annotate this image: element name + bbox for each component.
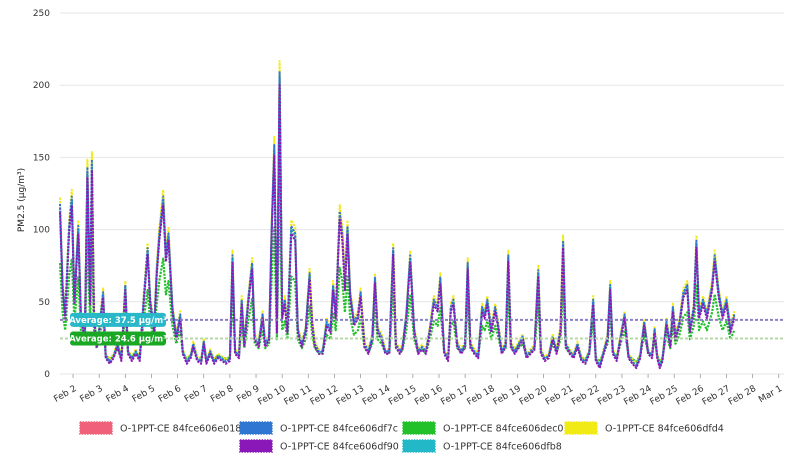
x-tick-label: Feb 20 [518, 384, 549, 408]
x-tick-label: Feb 14 [361, 384, 392, 408]
x-tick-label: Feb 27 [701, 384, 732, 408]
legend[interactable]: O-1PPT-CE 84fce606e018 O-1PPT-CE 84fce606… [79, 421, 724, 453]
legend-swatch-border [79, 421, 113, 435]
x-tick-label: Feb 7 [183, 384, 209, 405]
legend-swatch-border [564, 421, 598, 435]
x-tick-label: Feb 18 [466, 384, 497, 408]
legend-swatch [565, 422, 597, 434]
gridlines [60, 12, 784, 375]
x-tick-label: Feb 5 [131, 384, 157, 405]
x-tick-label: Feb 3 [78, 384, 104, 405]
y-tick-label: 100 [33, 226, 50, 236]
y-tick-label: 200 [33, 81, 50, 91]
legend-swatch [240, 422, 272, 434]
legend-swatch [240, 440, 272, 452]
x-tick-label: Feb 16 [413, 384, 444, 408]
legend-item[interactable]: O-1PPT-CE 84fce606e018 [79, 421, 241, 435]
x-tick-label: Feb 6 [157, 384, 183, 405]
y-tick-label: 0 [44, 370, 50, 380]
x-tick-label: Feb 10 [256, 384, 287, 408]
x-tick-label: Feb 17 [439, 384, 470, 408]
legend-swatch [403, 440, 435, 452]
x-tick-label: Feb 21 [544, 384, 575, 408]
series-line-84fce606df90 [59, 84, 736, 370]
x-tick-label: Feb 22 [570, 384, 601, 408]
x-tick-label: Feb 11 [283, 384, 314, 408]
legend-item[interactable]: O-1PPT-CE 84fce606df7c [239, 421, 398, 435]
average-badge [70, 312, 166, 327]
legend-label: O-1PPT-CE 84fce606dfb8 [443, 442, 562, 453]
average-lines: Average: 37.5 µg/m³ Average: 24.6 µg/m³ [60, 312, 784, 346]
legend-swatch-border [239, 439, 273, 453]
x-tick-label: Mar 1 [757, 384, 784, 405]
legend-label: O-1PPT-CE 84fce606df90 [280, 442, 399, 453]
legend-swatch-border [402, 439, 436, 453]
legend-label: O-1PPT-CE 84fce606dfd4 [605, 424, 724, 435]
x-tick-label: Feb 2 [52, 384, 78, 405]
x-tick-label: Feb 8 [209, 384, 235, 405]
legend-item[interactable]: O-1PPT-CE 84fce606dfb8 [402, 439, 562, 453]
x-tick-label: Feb 28 [727, 384, 758, 408]
y-axis-ticks: 0 50 100 150 200 250 [33, 9, 50, 380]
y-tick-label: 250 [33, 9, 50, 19]
legend-item[interactable]: O-1PPT-CE 84fce606df90 [239, 439, 399, 453]
x-tick-label: Feb 19 [492, 384, 523, 408]
legend-label: O-1PPT-CE 84fce606df7c [280, 424, 398, 435]
x-tick-label: Feb 26 [675, 384, 706, 408]
average-label: Average: 37.5 µg/m³ [69, 316, 167, 326]
average-badge [70, 331, 166, 346]
y-tick-label: 150 [33, 153, 50, 163]
x-axis-ticks: Feb 2 Feb 3 Feb 4 Feb 5 Feb 6 Feb 7 Feb 8 Feb 9… [52, 374, 784, 408]
legend-label: O-1PPT-CE 84fce606e018 [120, 424, 241, 435]
legend-item[interactable]: O-1PPT-CE 84fce606dec0 [402, 421, 563, 435]
x-tick-label: Feb 25 [649, 384, 680, 408]
x-tick-label: Feb 23 [596, 384, 627, 408]
legend-swatch-border [239, 421, 273, 435]
series-lines [58, 60, 736, 370]
legend-swatch [403, 422, 435, 434]
x-tick-label: Feb 13 [335, 384, 366, 408]
x-tick-label: Feb 24 [622, 384, 653, 408]
legend-swatch [80, 422, 112, 434]
average-label: Average: 24.6 µg/m³ [69, 334, 167, 344]
x-tick-label: Feb 4 [105, 384, 131, 405]
x-tick-label: Feb 15 [387, 384, 418, 408]
legend-swatch-border [402, 421, 436, 435]
y-tick-label: 50 [39, 298, 51, 308]
legend-label: O-1PPT-CE 84fce606dec0 [443, 424, 563, 435]
legend-item[interactable]: O-1PPT-CE 84fce606dfd4 [564, 421, 724, 435]
y-axis-label: PM2.5 (µg/m³) [17, 168, 27, 232]
x-tick-label: Feb 12 [309, 384, 340, 408]
